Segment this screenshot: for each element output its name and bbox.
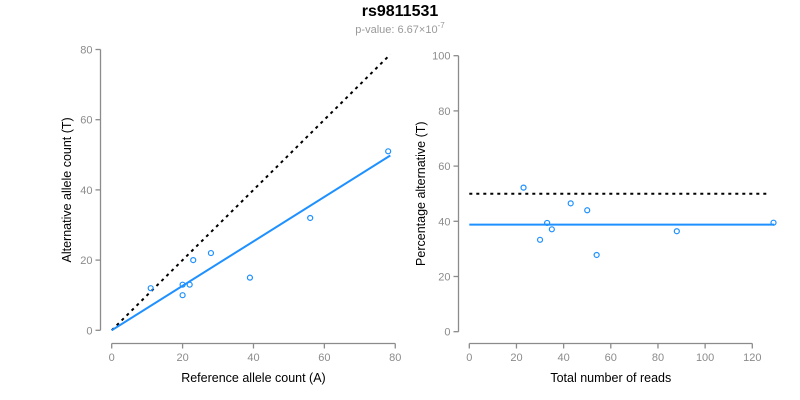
data-point (593, 251, 600, 259)
x-tick-label: 0 (466, 352, 472, 364)
y-tick-label: 60 (80, 115, 92, 127)
x-tick-label: 0 (109, 352, 115, 364)
y-axis-title: Percentage alternative (T) (414, 121, 428, 266)
fit-line (111, 154, 391, 332)
data-point (544, 219, 551, 227)
y-tick-label: 60 (438, 161, 450, 173)
y-tick-label: 80 (80, 45, 92, 57)
data-point (770, 219, 777, 226)
header: rs9811531 p-value: 6.67×10-7 (355, 3, 445, 36)
y-tick-label: 40 (80, 185, 92, 197)
data-point (246, 274, 254, 281)
x-axis-title: Total number of reads (550, 371, 671, 385)
y-axis-title: Alternative allele count (T) (60, 117, 74, 262)
data-point (147, 285, 154, 292)
x-tick-label: 40 (247, 352, 259, 364)
y-tick-label: 0 (444, 327, 450, 339)
page-title: rs9811531 (362, 3, 439, 20)
x-tick-label: 20 (510, 352, 522, 364)
y-tick-label: 20 (438, 272, 450, 284)
plot-subtitle: p-value: 6.67×10-7 (355, 21, 445, 36)
data-point (584, 207, 591, 214)
y-tick-label: 0 (86, 325, 92, 337)
subtitle-exponent: -7 (438, 21, 446, 30)
data-point (673, 228, 680, 235)
x-tick-label: 80 (389, 352, 401, 364)
x-axis-title: Reference allele count (A) (181, 371, 326, 385)
data-point (207, 249, 215, 257)
data-point (536, 236, 544, 243)
x-tick-label: 20 (176, 352, 188, 364)
y-tick-label: 100 (432, 51, 450, 63)
data-point (385, 148, 392, 155)
x-tick-label: 60 (605, 352, 617, 364)
x-tick-label: 80 (652, 352, 664, 364)
x-tick-label: 60 (318, 352, 330, 364)
y-tick-label: 20 (80, 255, 92, 267)
subtitle-prefix: p-value: 6.67×10 (355, 24, 437, 36)
x-tick-label: 40 (558, 352, 570, 364)
left-scatter-plot: 0 20 40 60 80 0 20 40 60 80 Reference allele count… (60, 45, 401, 386)
y-tick-label: 80 (438, 106, 450, 118)
data-point (567, 200, 574, 207)
data-point (179, 281, 186, 288)
y-tick-label: 40 (438, 216, 450, 228)
right-scatter-plot: 0 20 40 60 80 100 120 0 20 40 60 80 100 Total number … (414, 51, 777, 385)
data-point (520, 184, 527, 191)
data-point (179, 292, 186, 299)
data-point (186, 281, 193, 288)
data-point (548, 226, 555, 233)
data-point (190, 257, 197, 264)
x-tick-label: 120 (743, 352, 761, 364)
identity-line (110, 53, 392, 332)
x-tick-label: 100 (696, 352, 714, 364)
data-point (307, 214, 314, 222)
